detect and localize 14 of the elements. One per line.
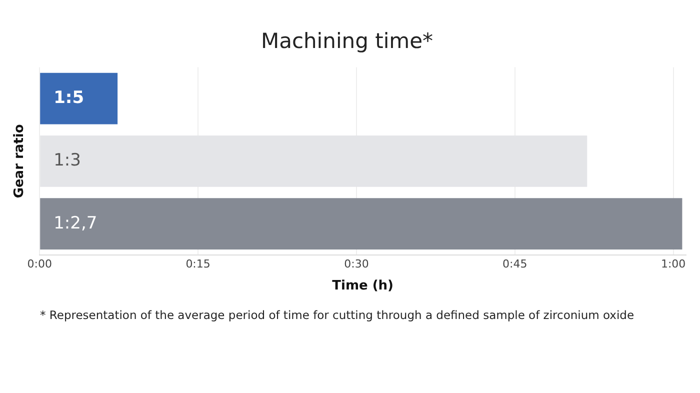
text: * Representation of the average period of time for cutting through a defined sample of zirconium oxide (40, 308, 636, 322)
chart-title: Machining time* (260, 29, 434, 54)
x-tick-label: 0:15 (186, 258, 210, 271)
x-axis-title: Time (h) (332, 278, 394, 294)
bar (40, 72, 118, 124)
y-axis-title: Gear ratio (12, 124, 28, 198)
x-tick-label: 0:30 (344, 258, 369, 271)
y-tick-label: 1:3 (54, 150, 81, 171)
x-tick-label: 0:45 (502, 258, 528, 271)
x-tick-label: 1:00 (660, 258, 686, 271)
y-tick-label: 1:2,7 (54, 213, 98, 234)
y-tick-label: 1:5 (54, 88, 84, 108)
bar (40, 198, 682, 250)
x-tick-label: 0:00 (27, 258, 52, 271)
